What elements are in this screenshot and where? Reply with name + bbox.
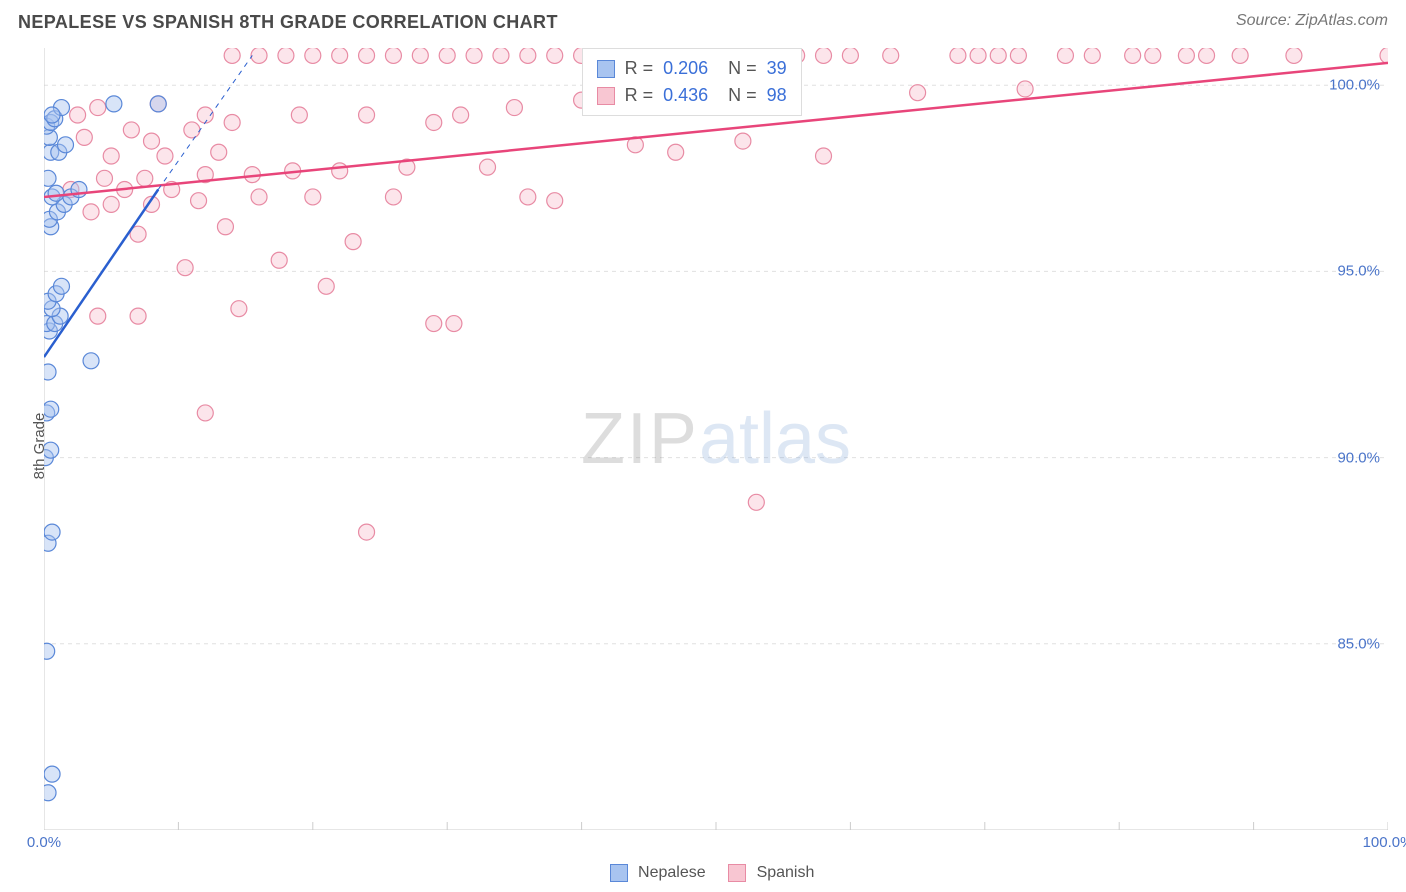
plot-area: ZIPatlas R =0.206 N =39R =0.436 N =98 (44, 48, 1388, 830)
n-label: N = (718, 82, 757, 109)
chart-container: NEPALESE VS SPANISH 8TH GRADE CORRELATIO… (0, 0, 1406, 892)
n-label: N = (718, 55, 757, 82)
y-tick-label: 90.0% (1337, 449, 1380, 466)
y-tick-label: 85.0% (1337, 635, 1380, 652)
nepalese-label: Nepalese (638, 864, 706, 881)
chart-title: NEPALESE VS SPANISH 8TH GRADE CORRELATIO… (18, 12, 558, 33)
r-label: R = (625, 82, 654, 109)
spanish-label: Spanish (757, 864, 815, 881)
nepalese-swatch (610, 864, 628, 882)
spanish-swatch (728, 864, 746, 882)
y-tick-label: 95.0% (1337, 263, 1380, 280)
spanish-swatch-icon (597, 87, 615, 105)
y-axis-tick-labels: 85.0% 90.0% 95.0% 100.0% (1320, 48, 1380, 830)
y-tick-label: 100.0% (1329, 77, 1380, 94)
scatter-plot-svg (44, 48, 1388, 830)
r-value: 0.436 (663, 82, 708, 109)
title-bar: NEPALESE VS SPANISH 8TH GRADE CORRELATIO… (18, 12, 1388, 40)
legend-row: R = 0.206 N = 39 (597, 55, 787, 82)
correlation-legend-box: R = 0.206 N = 39 R = 0.436 N = 98 (582, 48, 802, 116)
r-value: 0.206 (663, 55, 708, 82)
x-tick-label: 0.0% (27, 834, 61, 851)
legend-row: R = 0.436 N = 98 (597, 82, 787, 109)
series-legend: Nepalese Spanish (0, 864, 1406, 882)
x-axis-tick-labels: 0.0%100.0% (44, 834, 1388, 852)
n-value: 98 (767, 82, 787, 109)
nepalese-swatch-icon (597, 60, 615, 78)
n-value: 39 (767, 55, 787, 82)
r-label: R = (625, 55, 654, 82)
chart-source: Source: ZipAtlas.com (1236, 12, 1388, 30)
x-tick-label: 100.0% (1363, 834, 1406, 851)
